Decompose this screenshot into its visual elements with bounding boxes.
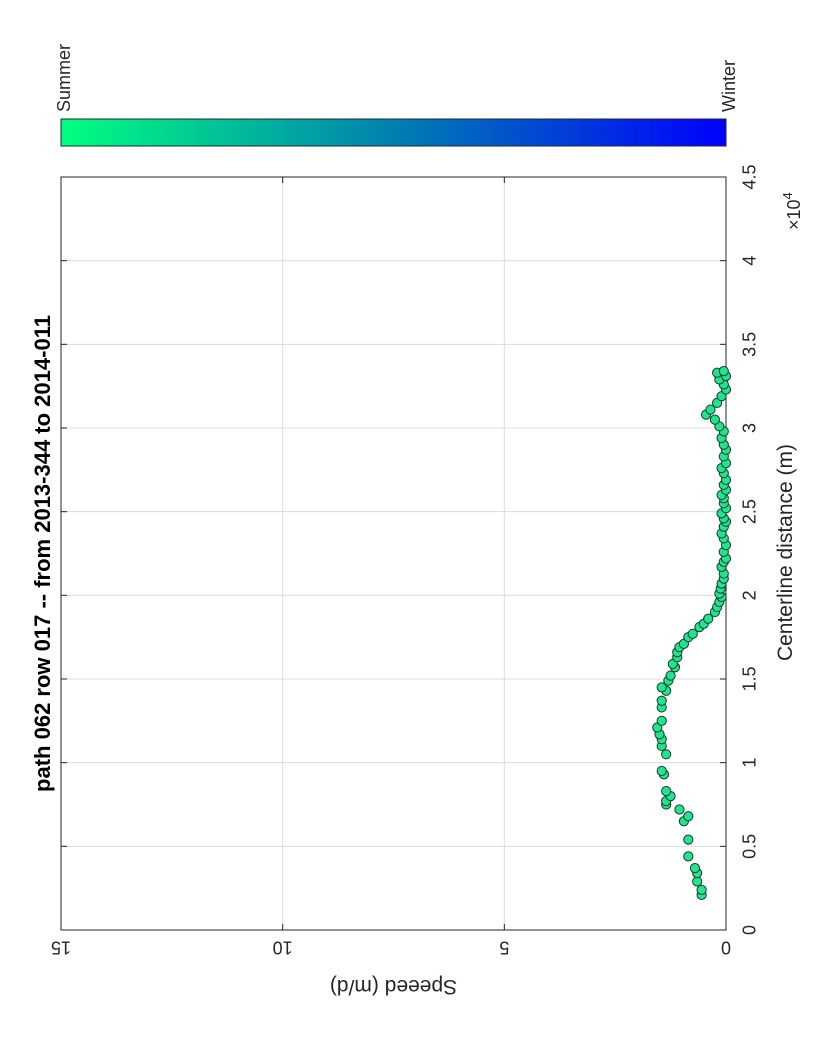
data-point xyxy=(656,765,667,777)
data-point xyxy=(689,862,701,874)
x-tick-label: 4.5 xyxy=(739,164,759,189)
data-point xyxy=(696,884,707,895)
colorbar xyxy=(60,118,727,147)
data-point xyxy=(718,366,729,377)
x-tick-label: 0.5 xyxy=(739,834,759,859)
colorbar-end-label: Winter xyxy=(719,60,739,112)
y-tick-label: 10 xyxy=(273,938,293,958)
data-point xyxy=(656,695,667,706)
x-tick-label: 2.5 xyxy=(739,499,759,524)
x-tick-label: 3 xyxy=(739,423,759,433)
x-tick-label: 3.5 xyxy=(739,332,759,357)
data-point xyxy=(683,851,694,862)
y-tick-label: 0 xyxy=(721,938,731,958)
y-tick-label: 5 xyxy=(499,938,509,958)
data-points xyxy=(652,366,732,900)
data-point xyxy=(703,613,714,624)
data-point xyxy=(665,670,676,681)
data-point xyxy=(661,786,672,797)
colorbar-start-label: Summer xyxy=(54,44,74,112)
y-tick-label: 15 xyxy=(51,938,71,958)
x-axis-exponent: ×104 xyxy=(780,192,804,230)
chart-title: path 062 row 017 -- from 2013-344 to 201… xyxy=(30,315,55,792)
x-tick-label: 4 xyxy=(739,256,759,266)
colorbar-gradient xyxy=(60,118,727,147)
data-point xyxy=(705,404,716,415)
data-point xyxy=(683,811,694,822)
data-point xyxy=(661,749,672,760)
data-point xyxy=(656,682,667,693)
data-point xyxy=(674,804,685,815)
axis-ticks: 0 0.5 1 1.5 2 2.5 3 3.5 4 4.5 0 5 10 15 xyxy=(51,164,759,957)
data-point xyxy=(683,834,694,845)
data-point xyxy=(692,876,703,887)
x-tick-label: 1.5 xyxy=(739,666,759,691)
data-point xyxy=(709,414,721,425)
x-tick-label: 0 xyxy=(739,925,759,935)
x-axis-label: Centerline distance (m) xyxy=(774,444,797,661)
data-point xyxy=(687,628,698,639)
data-point xyxy=(656,715,667,726)
x-tick-label: 1 xyxy=(739,758,759,768)
y-axis-label: Speeed (m/d) xyxy=(330,975,457,998)
x-tick-label: 2 xyxy=(739,590,759,600)
